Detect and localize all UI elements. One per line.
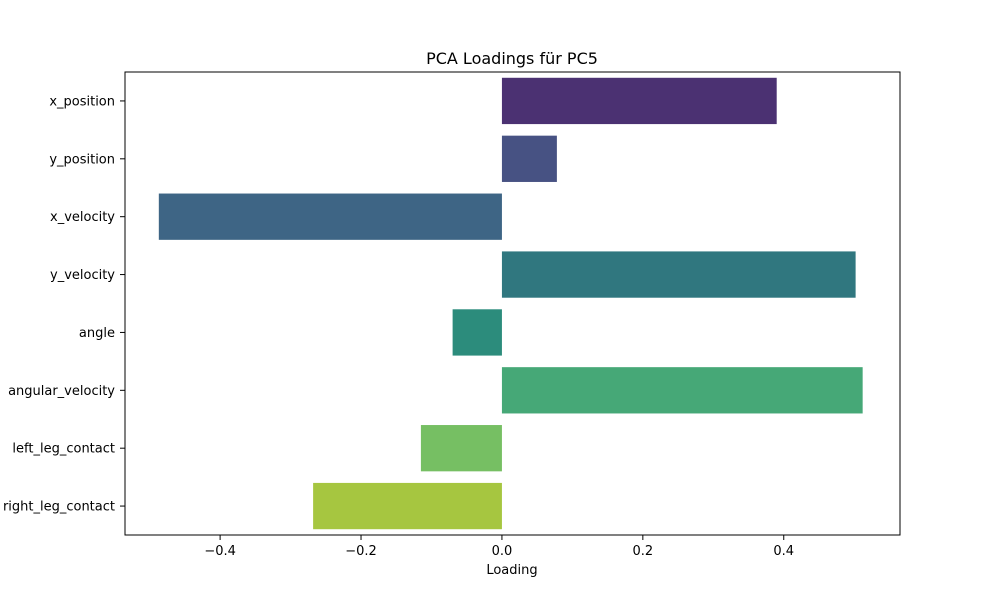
y-tick-label-left-leg-contact: left_leg_contact [12, 442, 115, 457]
y-tick-label-angle: angle [79, 326, 115, 341]
bar-y-position [501, 135, 557, 182]
x-tick-label: 0.2 [632, 544, 653, 559]
x-tick-label: 0.4 [773, 544, 794, 559]
x-tick-label: −0.2 [345, 544, 377, 559]
x-axis-ticks: −0.4 −0.2 0.0 0.2 0.4 [204, 535, 794, 559]
bars-layer [158, 77, 863, 530]
bar-angle [452, 309, 502, 356]
y-tick-label-angular-velocity: angular_velocity [8, 384, 115, 399]
bar-left-leg-contact [420, 425, 502, 472]
chart-title: PCA Loadings für PC5 [426, 49, 598, 68]
bar-right-leg-contact [313, 482, 502, 530]
x-axis-label: Loading [486, 563, 537, 578]
y-tick-label-x-velocity: x_velocity [50, 210, 115, 225]
y-axis-ticks: x_position y_position x_velocity y_velocity… [3, 94, 125, 515]
x-tick-label: 0.0 [492, 544, 513, 559]
plot-frame [124, 71, 901, 536]
y-tick-label-right-leg-contact: right_leg_contact [3, 500, 115, 515]
bar-y-velocity [501, 251, 856, 298]
y-tick-label-x-position: x_position [49, 94, 115, 109]
x-tick-label: −0.4 [204, 544, 236, 559]
y-tick-label-y-position: y_position [49, 152, 115, 167]
y-tick-label-y-velocity: y_velocity [50, 268, 115, 283]
bar-x-velocity [158, 193, 502, 240]
bar-angular-velocity [501, 367, 863, 414]
bar-x-position [501, 77, 777, 125]
